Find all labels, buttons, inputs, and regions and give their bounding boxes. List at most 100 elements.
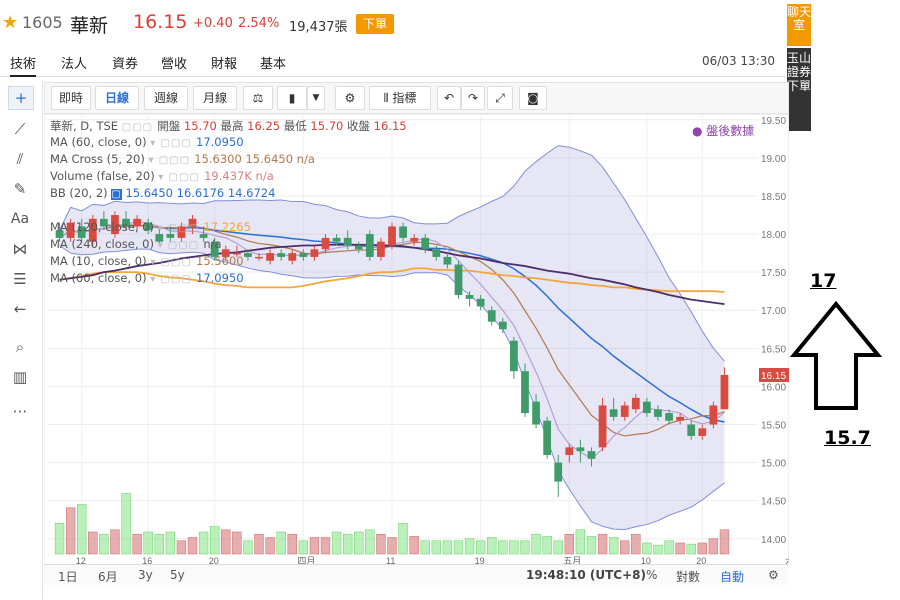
volume-bar [243,540,253,555]
candle-body [266,253,274,261]
clock: 19:48:10 (UTC+8) [526,568,646,582]
compare-icon[interactable]: ⚖ [243,86,273,110]
volume-bar [198,531,209,555]
period-monthly[interactable]: 月線 [193,86,237,110]
close-label: 收盤 [347,119,371,133]
candle-body [332,237,341,242]
volume-bar [653,544,663,555]
volume-bar [77,504,87,555]
candle-body [665,413,673,421]
legend-controls[interactable]: ▾ ▢▢▢ [150,138,197,149]
percent-toggle[interactable]: % [646,568,658,582]
log-toggle[interactable]: 對數 [676,570,701,584]
volume-bar [320,537,331,555]
stock-name: 華新 [70,15,109,37]
range-3y[interactable]: 3y [138,568,153,582]
settings-gear-icon[interactable]: ⚙ [768,568,779,582]
legend-controls[interactable]: ▢▢▢ [121,122,158,133]
crosshair-icon[interactable]: + [8,86,34,110]
period-daily[interactable]: 日線 [95,86,139,110]
volume-bar [498,540,508,555]
fork-icon[interactable]: ⫽ [16,150,24,168]
range-bar: 1日 6月 3y 5y 19:48:10 (UTC+8) % 對數 自動 ⚙ [44,564,789,585]
settings-gear-icon[interactable]: ⚙ [335,86,365,110]
legend-controls[interactable]: ▾ ▢▢▢ [150,257,197,268]
candle-style-icon[interactable]: ▮ [277,86,307,110]
legend-controls[interactable]: ▾ ▢▢▢ [157,223,204,234]
fibonacci-icon[interactable]: ☰ [13,270,27,288]
candle-body [399,226,407,238]
volume-bar [697,542,707,555]
legend-row-label: MA (60, close, 0) [50,271,147,285]
legend-row: MA (60, close, 0) ▾ ▢▢▢ 17.0950 [50,271,244,287]
trade-volume: 19,437張 [289,20,348,35]
period-weekly[interactable]: 週線 [144,86,188,110]
after-hours-link[interactable]: ● 盤後數據 [692,124,755,138]
tab-revenue[interactable]: 營收 [161,57,188,72]
volume-bar [287,533,297,555]
range-6m[interactable]: 6月 [98,570,118,584]
x-tick-label: 20 [696,556,706,566]
legend-controls[interactable]: ▾ ▢▢▢ [150,274,197,285]
more-icon[interactable]: ⋯ [12,402,28,420]
candle-body [643,401,651,414]
auto-toggle[interactable]: 自動 [720,570,745,584]
bollinger-upper-line [59,145,725,362]
volume-bar [664,540,674,555]
camera-icon[interactable]: ◙ [519,86,547,110]
text-tool-icon[interactable]: Aa [10,211,30,227]
tab-institutional[interactable]: 法人 [61,57,88,72]
trend-line-icon[interactable]: ⟋ [14,120,26,138]
y-tick-label: 15.50 [761,421,786,432]
legend-controls[interactable]: ▾ ▢▢▢ [157,240,204,251]
indicators-button[interactable]: ⫴ 指標 [369,86,431,110]
measure-icon[interactable]: ▥ [12,368,28,386]
volume-bar [65,507,76,555]
price-chart[interactable]: 19.50 19.00 18.50 18.00 17.50 17.00 16.50 16.00… [44,114,789,584]
legend-controls[interactable]: ▢ [111,189,122,200]
fullscreen-icon[interactable]: ⤢ [487,86,513,110]
range-5y[interactable]: 5y [170,568,185,582]
volume-bar [265,537,275,555]
bollinger-lower-line [59,245,725,530]
candle-body [155,234,164,242]
pattern-icon[interactable]: ⋈ [12,240,28,258]
indicators-icon: ⫴ [383,91,393,105]
tab-technical[interactable]: 技術 [10,53,37,77]
y-tick-label: 16.50 [761,344,786,355]
legend-symbol: 華新, D, TSE [50,119,119,133]
undo-icon[interactable]: ↶ [437,86,461,110]
indicators-label: 指標 [392,91,417,105]
legend-controls[interactable]: ▾ ▢▢▢ [158,172,205,183]
candle-body [654,409,662,417]
candle-body [55,230,64,238]
chat-room-button[interactable]: 聊天室 [787,4,811,46]
tab-fundamentals[interactable]: 基本 [260,57,287,72]
chevron-down-icon[interactable]: ▼ [307,86,325,110]
volume-bar [376,533,386,555]
tab-financials[interactable]: 財報 [211,57,238,72]
favorite-star-icon[interactable]: ★ [2,12,19,33]
volume-bar [254,533,264,555]
legend-controls[interactable]: ▾ ▢▢▢ [148,155,195,166]
volume-bar [309,537,320,555]
redo-icon[interactable]: ↷ [461,86,485,110]
volume-bar [221,529,231,555]
order-button[interactable]: 下單 [356,14,394,34]
volume-bar [176,540,187,555]
range-1d[interactable]: 1日 [58,570,78,584]
candle-body [609,409,618,417]
tab-margin[interactable]: 資券 [112,57,139,72]
annotation-bottom: 15.7 [824,427,871,449]
candle-body [99,218,108,227]
volume-bar [719,529,730,555]
zoom-icon[interactable]: ⌕ [15,338,25,356]
broker-order-button[interactable]: 玉山證券下單 [787,48,811,131]
candle-body [277,253,286,257]
brush-icon[interactable]: ✎ [13,180,27,198]
candle-body [388,226,396,246]
back-arrow-icon[interactable]: ← [13,300,27,318]
volume-bar [453,540,464,555]
volume-bar [597,533,608,555]
period-realtime[interactable]: 即時 [51,86,91,110]
